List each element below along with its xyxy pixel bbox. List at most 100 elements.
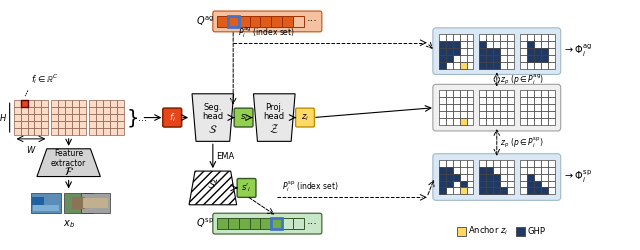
Bar — [493, 180, 500, 188]
Bar — [467, 174, 474, 180]
Bar — [452, 90, 460, 97]
Bar — [548, 55, 555, 62]
Text: $\}$: $\}$ — [125, 106, 138, 128]
Bar — [534, 180, 541, 188]
Bar — [479, 167, 486, 173]
Bar — [445, 97, 452, 104]
FancyBboxPatch shape — [237, 178, 256, 197]
Bar — [548, 41, 555, 48]
Bar — [228, 16, 239, 27]
Bar — [507, 111, 514, 118]
Bar — [520, 55, 527, 62]
Bar — [534, 188, 541, 194]
Bar — [110, 121, 116, 128]
Bar — [35, 100, 42, 107]
Bar — [507, 188, 514, 194]
Bar — [445, 34, 452, 41]
FancyBboxPatch shape — [296, 108, 314, 127]
Bar — [58, 121, 65, 128]
Bar — [520, 90, 527, 97]
Bar — [439, 34, 445, 41]
Bar — [439, 41, 445, 48]
Bar — [32, 197, 44, 205]
Bar — [110, 100, 116, 107]
Bar — [439, 104, 445, 111]
Bar — [439, 55, 445, 62]
Bar — [548, 90, 555, 97]
Bar — [20, 114, 28, 121]
Bar — [65, 121, 72, 128]
Bar — [282, 16, 293, 27]
Bar — [548, 180, 555, 188]
Bar — [116, 114, 124, 121]
Bar — [457, 227, 465, 236]
Bar — [534, 180, 541, 188]
Bar — [35, 121, 42, 128]
Bar — [500, 167, 507, 173]
Bar — [486, 188, 493, 194]
Bar — [13, 114, 20, 121]
FancyBboxPatch shape — [234, 108, 253, 127]
Text: $f_i$: $f_i$ — [169, 111, 175, 124]
Bar — [527, 188, 534, 194]
Bar — [500, 97, 507, 104]
Bar — [89, 114, 96, 121]
Bar — [89, 128, 96, 135]
Bar — [520, 97, 527, 104]
Bar — [520, 167, 527, 173]
Bar — [460, 180, 467, 188]
Bar — [250, 218, 260, 229]
Bar — [116, 128, 124, 135]
Bar — [42, 107, 49, 114]
Bar — [479, 174, 486, 180]
Bar — [493, 118, 500, 125]
Bar — [548, 118, 555, 125]
Bar — [467, 180, 474, 188]
Bar — [439, 48, 445, 55]
Text: $z_p$ ($p \in P_i^{\rm ag}$): $z_p$ ($p \in P_i^{\rm ag}$) — [500, 72, 544, 86]
Bar — [439, 41, 445, 48]
Text: ···: ··· — [307, 218, 318, 228]
Bar — [81, 194, 110, 213]
Bar — [500, 34, 507, 41]
Bar — [79, 100, 86, 107]
Bar — [541, 104, 548, 111]
Bar — [103, 128, 110, 135]
Bar — [439, 160, 445, 167]
Bar — [467, 41, 474, 48]
Text: $\rightarrow \Phi_i^{\rm ag}$: $\rightarrow \Phi_i^{\rm ag}$ — [563, 43, 592, 59]
Bar — [445, 180, 452, 188]
Bar — [520, 174, 527, 180]
Bar — [493, 111, 500, 118]
Bar — [460, 188, 467, 194]
Bar — [110, 128, 116, 135]
Bar — [493, 104, 500, 111]
Text: $W$: $W$ — [26, 144, 36, 155]
Bar — [28, 114, 35, 121]
Bar — [116, 121, 124, 128]
Polygon shape — [192, 94, 234, 141]
Bar — [548, 48, 555, 55]
Bar — [28, 128, 35, 135]
Bar — [486, 180, 493, 188]
Bar — [467, 55, 474, 62]
Text: $Q^{\rm ag}$: $Q^{\rm ag}$ — [196, 15, 214, 28]
Bar — [51, 107, 58, 114]
Bar — [507, 41, 514, 48]
Bar — [116, 107, 124, 114]
Bar — [527, 167, 534, 173]
Bar — [72, 121, 79, 128]
Bar — [260, 16, 271, 27]
Text: $s_i$: $s_i$ — [239, 112, 248, 123]
Bar — [293, 16, 304, 27]
Bar — [452, 118, 460, 125]
Text: Feature
extractor: Feature extractor — [51, 149, 86, 169]
Bar — [103, 121, 110, 128]
Bar — [467, 111, 474, 118]
Bar — [527, 118, 534, 125]
Bar — [479, 174, 486, 180]
Text: $\mathcal{S}$: $\mathcal{S}$ — [208, 123, 218, 135]
Bar — [96, 121, 103, 128]
Text: head: head — [202, 112, 223, 121]
Bar — [493, 90, 500, 97]
